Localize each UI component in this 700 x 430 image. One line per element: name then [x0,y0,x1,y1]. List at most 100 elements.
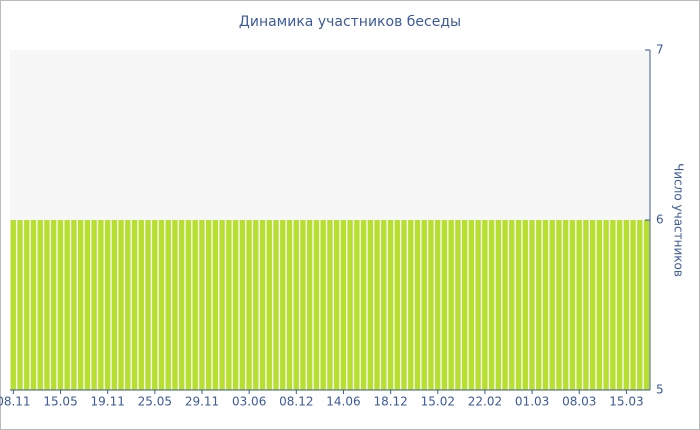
bar [529,220,535,390]
bar [468,220,475,390]
bar [542,220,549,390]
y-tick-label: 7 [656,43,664,57]
bar [589,220,596,390]
bar [643,220,650,390]
bar [367,220,373,390]
bar [455,220,461,390]
y-tick-label: 6 [656,213,664,227]
bar [37,220,43,390]
bar [340,220,347,390]
x-tick-label: 08.11 [0,395,31,409]
bar [17,220,23,390]
bar [576,220,582,390]
bar [482,220,488,390]
y-tick-label: 5 [656,383,664,397]
bar [30,220,37,390]
bar [111,220,117,390]
bar [563,220,569,390]
bar [179,220,185,390]
bar [327,220,333,390]
bar [428,220,434,390]
bar [253,220,259,390]
bar [495,220,501,390]
bar [387,220,394,390]
x-tick-label: 15.03 [609,395,643,409]
bar [91,220,97,390]
bar [185,220,192,390]
bar [104,220,111,390]
bar [333,220,340,390]
bar [549,220,555,390]
bar [515,220,522,390]
x-tick-label: 18.12 [373,395,407,409]
bar [77,220,84,390]
bar [509,220,515,390]
bar [118,220,124,390]
bar [98,220,104,390]
bar [441,220,448,390]
x-tick-label: 03.06 [232,395,266,409]
bar [313,220,320,390]
bar [394,220,400,390]
x-tick-label: 15.05 [43,395,77,409]
bar [259,220,266,390]
bar [266,220,272,390]
bar [280,220,286,390]
bar [84,220,91,390]
bar [10,220,16,390]
bar [205,220,212,390]
bar [199,220,205,390]
bar [569,220,576,390]
bar [448,220,454,390]
bar [583,220,589,390]
bar [273,220,279,390]
bar [435,220,441,390]
bar [536,220,542,390]
bar [421,220,427,390]
x-tick-label: 08.03 [562,395,596,409]
bar [165,220,171,390]
bar [354,220,360,390]
bar [616,220,623,390]
bar [158,220,165,390]
bar [293,220,299,390]
bar [145,220,151,390]
bar [286,220,293,390]
chart-title: Динамика участников беседы [239,14,461,30]
x-tick-label: 19.11 [91,395,125,409]
bar [172,220,178,390]
y-axis-label: Число участников [672,163,686,277]
bar [246,220,252,390]
bar [131,220,138,390]
x-tick-label: 14.06 [326,395,360,409]
bar [596,220,603,390]
bar [138,220,144,390]
bar [125,220,131,390]
bar [360,220,367,390]
bar [192,220,198,390]
bar [488,220,495,390]
bar [610,220,616,390]
bar [212,220,219,390]
bar [637,220,643,390]
bar [630,220,636,390]
bar [381,220,387,390]
bar [239,220,245,390]
bar [401,220,407,390]
x-tick-label: 22.02 [468,395,502,409]
bar [51,220,57,390]
x-tick-label: 15.02 [421,395,455,409]
x-tick-label: 08.12 [279,395,313,409]
bar [219,220,225,390]
bar [307,220,313,390]
bar [57,220,64,390]
bar [44,220,50,390]
bar [347,220,353,390]
bar [603,220,609,390]
bar [64,220,70,390]
bar [522,220,528,390]
bar [232,220,239,390]
x-tick-label: 29.11 [185,395,219,409]
bar [152,220,158,390]
